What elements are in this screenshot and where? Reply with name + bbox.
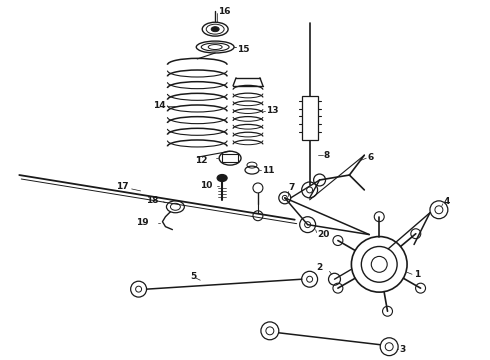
Text: 1: 1 — [414, 270, 420, 279]
Ellipse shape — [217, 175, 227, 181]
Bar — [302, 96, 318, 140]
Text: 19: 19 — [136, 218, 148, 227]
Text: 10: 10 — [200, 181, 213, 190]
Text: 20: 20 — [318, 230, 330, 239]
Text: 8: 8 — [323, 151, 330, 160]
Text: 17: 17 — [116, 183, 128, 192]
Text: 15: 15 — [237, 45, 249, 54]
Text: 13: 13 — [266, 106, 278, 115]
Text: 12: 12 — [196, 156, 208, 165]
Text: 7: 7 — [289, 184, 295, 193]
Text: 14: 14 — [153, 101, 166, 110]
Text: 3: 3 — [399, 345, 405, 354]
Text: 16: 16 — [218, 7, 231, 16]
Text: 5: 5 — [190, 272, 196, 281]
Ellipse shape — [211, 27, 219, 32]
Text: 6: 6 — [368, 153, 373, 162]
Text: 18: 18 — [146, 196, 158, 205]
Text: 2: 2 — [317, 263, 323, 272]
Text: 4: 4 — [444, 197, 450, 206]
Text: 11: 11 — [262, 166, 274, 175]
